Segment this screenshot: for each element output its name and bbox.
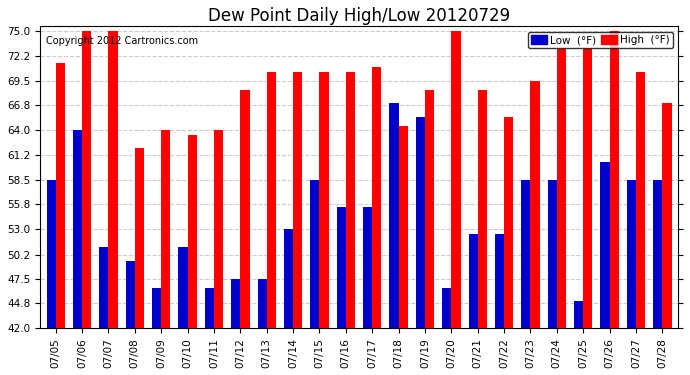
Bar [135,148,144,375]
Bar [214,130,224,375]
Bar [293,72,302,375]
Bar [73,130,82,375]
Bar [574,302,583,375]
Bar [46,180,56,375]
Bar [310,180,319,375]
Bar [610,31,619,375]
Bar [425,90,434,375]
Bar [346,72,355,375]
Bar [179,248,188,375]
Bar [636,72,645,375]
Bar [416,117,425,375]
Bar [548,180,557,375]
Bar [469,234,477,375]
Bar [389,103,399,375]
Bar [557,49,566,375]
Bar [363,207,372,375]
Text: Copyright 2012 Cartronics.com: Copyright 2012 Cartronics.com [46,36,199,45]
Bar [240,90,250,375]
Bar [56,63,65,375]
Legend: Low  (°F), High  (°F): Low (°F), High (°F) [529,32,673,48]
Bar [82,31,91,375]
Bar [372,67,382,375]
Bar [188,135,197,375]
Bar [284,229,293,375]
Bar [319,72,328,375]
Bar [477,90,487,375]
Bar [495,234,504,375]
Bar [504,117,513,375]
Bar [451,31,461,375]
Bar [231,279,240,375]
Bar [442,288,451,375]
Bar [337,207,346,375]
Bar [583,49,593,375]
Bar [399,126,408,375]
Bar [531,81,540,375]
Bar [126,261,135,375]
Bar [662,103,671,375]
Bar [205,288,214,375]
Bar [152,288,161,375]
Bar [108,31,118,375]
Title: Dew Point Daily High/Low 20120729: Dew Point Daily High/Low 20120729 [208,7,510,25]
Bar [257,279,267,375]
Bar [521,180,531,375]
Bar [653,180,662,375]
Bar [267,72,276,375]
Bar [161,130,170,375]
Bar [99,248,108,375]
Bar [627,180,636,375]
Bar [600,162,610,375]
